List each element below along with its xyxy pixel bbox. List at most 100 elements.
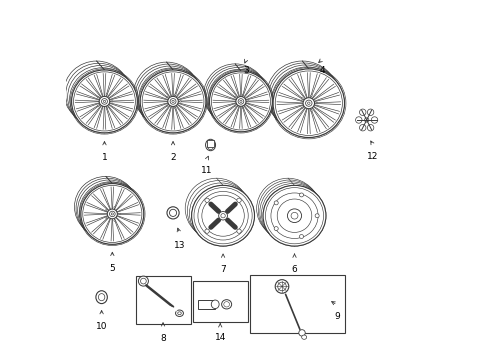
Ellipse shape	[170, 99, 176, 104]
Ellipse shape	[169, 209, 176, 216]
Ellipse shape	[287, 209, 301, 222]
Ellipse shape	[73, 72, 135, 131]
Ellipse shape	[209, 71, 272, 132]
Ellipse shape	[242, 107, 244, 109]
Ellipse shape	[166, 207, 179, 219]
Text: 1: 1	[102, 153, 107, 162]
Ellipse shape	[236, 198, 241, 202]
Ellipse shape	[247, 101, 248, 102]
Ellipse shape	[166, 96, 167, 98]
Ellipse shape	[71, 70, 137, 133]
Ellipse shape	[359, 109, 365, 116]
Ellipse shape	[191, 185, 254, 246]
Text: 10: 10	[96, 322, 107, 331]
Ellipse shape	[307, 102, 309, 104]
Ellipse shape	[106, 94, 107, 95]
Ellipse shape	[298, 330, 305, 336]
Ellipse shape	[274, 201, 278, 205]
Ellipse shape	[98, 96, 99, 98]
Ellipse shape	[301, 107, 303, 109]
Ellipse shape	[234, 105, 235, 106]
Ellipse shape	[314, 214, 319, 218]
Ellipse shape	[218, 211, 227, 220]
Ellipse shape	[359, 125, 365, 131]
Ellipse shape	[211, 300, 219, 309]
Text: 11: 11	[201, 166, 212, 175]
Text: 8: 8	[160, 334, 165, 343]
Ellipse shape	[99, 96, 109, 107]
Ellipse shape	[114, 207, 115, 208]
Ellipse shape	[114, 220, 115, 221]
Ellipse shape	[82, 185, 142, 243]
Text: 9: 9	[334, 312, 340, 321]
Ellipse shape	[274, 226, 278, 230]
Ellipse shape	[111, 213, 113, 215]
Ellipse shape	[275, 280, 288, 293]
Ellipse shape	[180, 101, 181, 102]
Ellipse shape	[119, 213, 120, 215]
Ellipse shape	[263, 185, 325, 246]
Ellipse shape	[234, 96, 235, 98]
Text: 13: 13	[173, 241, 185, 250]
Ellipse shape	[102, 99, 107, 104]
Text: 3: 3	[243, 66, 249, 75]
Bar	[192, 281, 247, 322]
Ellipse shape	[142, 72, 203, 131]
Ellipse shape	[106, 108, 107, 109]
Ellipse shape	[204, 229, 209, 233]
Ellipse shape	[107, 209, 117, 219]
Ellipse shape	[211, 73, 270, 130]
Ellipse shape	[275, 71, 342, 135]
Ellipse shape	[355, 117, 361, 123]
Ellipse shape	[364, 118, 368, 122]
Ellipse shape	[175, 310, 183, 316]
Ellipse shape	[235, 96, 245, 106]
Ellipse shape	[109, 211, 115, 217]
Ellipse shape	[236, 229, 241, 233]
Ellipse shape	[238, 99, 243, 104]
Ellipse shape	[316, 103, 317, 104]
Ellipse shape	[103, 100, 105, 103]
Ellipse shape	[140, 70, 205, 133]
Bar	[206, 140, 214, 147]
Ellipse shape	[174, 94, 176, 95]
Ellipse shape	[81, 184, 143, 244]
Ellipse shape	[111, 101, 113, 102]
Text: 2: 2	[170, 153, 176, 162]
Ellipse shape	[366, 125, 373, 131]
Ellipse shape	[366, 109, 373, 116]
Text: 5: 5	[109, 264, 115, 273]
Ellipse shape	[310, 95, 311, 96]
Ellipse shape	[177, 312, 181, 315]
Ellipse shape	[370, 117, 377, 123]
Text: 12: 12	[366, 152, 378, 161]
Ellipse shape	[105, 209, 107, 211]
Ellipse shape	[299, 235, 303, 238]
Bar	[249, 275, 344, 333]
Ellipse shape	[303, 98, 314, 109]
Ellipse shape	[166, 105, 167, 106]
Text: 4: 4	[319, 66, 325, 75]
Ellipse shape	[96, 291, 107, 303]
Ellipse shape	[98, 105, 99, 106]
Ellipse shape	[305, 100, 311, 106]
Ellipse shape	[167, 96, 178, 107]
Ellipse shape	[301, 335, 306, 339]
Text: 6: 6	[291, 265, 297, 274]
Ellipse shape	[221, 300, 231, 309]
Ellipse shape	[172, 100, 174, 103]
Ellipse shape	[138, 276, 148, 286]
Ellipse shape	[299, 193, 303, 197]
Ellipse shape	[242, 94, 244, 95]
Bar	[198, 300, 215, 309]
Ellipse shape	[105, 217, 107, 219]
Ellipse shape	[272, 69, 344, 138]
Bar	[135, 276, 190, 324]
Ellipse shape	[239, 100, 242, 103]
Text: 7: 7	[220, 265, 225, 274]
Ellipse shape	[174, 108, 176, 109]
Ellipse shape	[310, 110, 311, 112]
Ellipse shape	[221, 213, 225, 218]
Text: 14: 14	[214, 333, 225, 342]
Ellipse shape	[301, 98, 303, 99]
